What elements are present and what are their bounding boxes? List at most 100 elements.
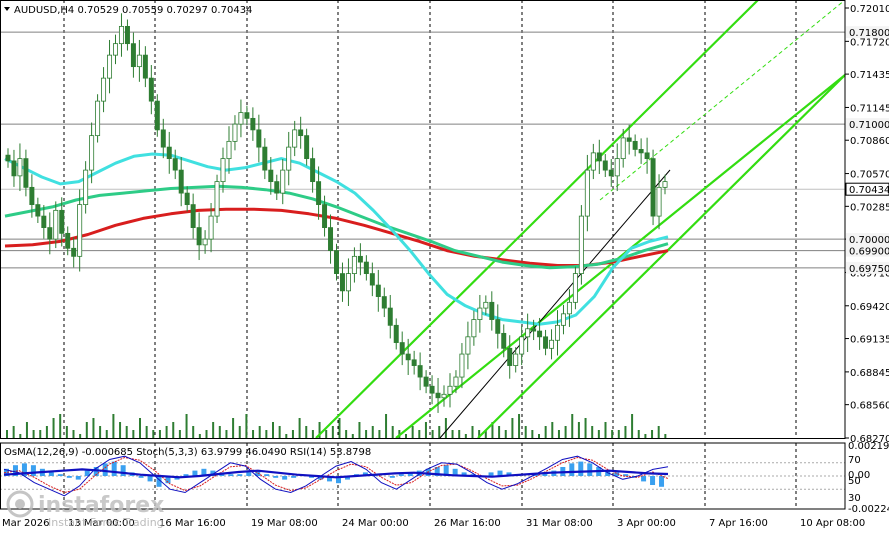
volume-bar	[339, 418, 341, 438]
candle-body	[12, 161, 16, 176]
volume-bar	[265, 430, 267, 438]
osma-bar	[228, 474, 233, 476]
volume-bar	[285, 434, 287, 438]
candle-body	[651, 159, 655, 216]
candle-body	[567, 302, 571, 313]
volume-bar	[624, 426, 626, 438]
watermark-tagline: Instant Forex Trading	[48, 516, 164, 529]
candle-body	[406, 354, 410, 360]
y-tick-label: 0.70285	[850, 202, 889, 213]
osma-bar	[650, 476, 655, 485]
candle-body	[627, 138, 631, 141]
volume-bar	[206, 430, 208, 438]
y-tick-label: 0.68845	[850, 368, 889, 379]
main-plot-frame	[1, 1, 846, 439]
volume-bar	[225, 430, 227, 438]
volume-bar	[445, 418, 447, 438]
candle-body	[352, 256, 356, 273]
volume-bar	[126, 426, 128, 438]
volume-bar	[19, 434, 21, 438]
channel-line	[478, 75, 845, 438]
candle-body	[591, 153, 595, 170]
volume-bar	[505, 430, 507, 438]
osma-bar	[76, 476, 81, 480]
osma-bar	[112, 462, 117, 476]
volume-bar	[664, 434, 666, 438]
candle-body	[370, 274, 374, 285]
volume-bar	[139, 418, 141, 438]
price-tag-label: 0.70434	[849, 185, 889, 196]
watermark-brand: instaforex	[38, 493, 164, 518]
candle-body	[84, 170, 88, 204]
volume-bar	[585, 418, 587, 438]
volume-bar	[73, 430, 75, 438]
volume-bar	[192, 426, 194, 438]
indicator-pane	[0, 456, 845, 496]
candle-body	[448, 386, 452, 394]
x-tick-label: 16 Mar 16:00	[159, 518, 226, 529]
channel-line	[396, 75, 845, 438]
candle-body	[430, 386, 434, 393]
candle-body	[484, 302, 488, 308]
candle-body	[113, 44, 117, 55]
candle-body	[269, 170, 273, 181]
y-tick-label: 0.71435	[850, 70, 889, 81]
indicator-y-label: 0.002195	[848, 441, 889, 452]
candle-body	[400, 343, 404, 354]
candle-body	[322, 205, 326, 228]
candle-body	[328, 228, 332, 251]
x-tick-label: 24 Mar 00:00	[342, 518, 409, 529]
collapse-triangle-icon[interactable]	[4, 7, 10, 11]
volume-bar	[332, 426, 334, 438]
candle-body	[496, 320, 500, 334]
indicator-y-label: 30	[848, 493, 861, 504]
y-tick-label: 0.68560	[850, 401, 889, 412]
candle-body	[215, 182, 219, 216]
volume-bar	[245, 414, 247, 438]
candle-body	[167, 147, 171, 158]
candle-body	[478, 308, 482, 319]
volume-bar	[458, 430, 460, 438]
volume-bar	[565, 426, 567, 438]
y-tick-label: 0.69420	[850, 302, 889, 313]
candle-body	[657, 187, 661, 216]
candle-body	[633, 141, 637, 149]
candle-body	[137, 55, 141, 66]
x-tick-label: 10 Apr 08:00	[800, 518, 865, 529]
candle-body	[549, 340, 553, 348]
candle-body	[125, 26, 129, 43]
symbol-header: AUDUSD,H4 0.70529 0.70559 0.70297 0.7043…	[14, 5, 252, 16]
candle-body	[442, 394, 446, 397]
candle-body	[143, 55, 147, 78]
candle-body	[78, 205, 82, 257]
candle-body	[185, 193, 189, 204]
volume-bar	[372, 426, 374, 438]
volume-bar	[551, 422, 553, 438]
volume-bar	[498, 426, 500, 438]
x-tick-label: Mar 2026	[2, 518, 50, 529]
volume-bar	[358, 422, 360, 438]
volume-bar	[605, 422, 607, 438]
volume-bar	[392, 426, 394, 438]
candle-body	[161, 130, 165, 147]
volume-bar	[26, 422, 28, 438]
volume-bar	[92, 418, 94, 438]
volume-bar	[166, 426, 168, 438]
osma-bar	[103, 463, 108, 476]
volume-bar	[365, 430, 367, 438]
candle-body	[18, 159, 22, 176]
volume-bar	[611, 430, 613, 438]
osma-bar	[569, 463, 574, 476]
candle-body	[609, 170, 613, 176]
volume-bar	[159, 430, 161, 438]
volume-bar	[146, 426, 148, 438]
candle-body	[155, 101, 159, 130]
candle-body	[311, 159, 315, 182]
osma-bar	[641, 476, 646, 481]
candle-body	[561, 314, 565, 325]
candle-body	[191, 205, 195, 228]
osma-bar	[264, 474, 269, 476]
osma-bar	[282, 476, 287, 480]
y-tick-label: 0.70570	[850, 170, 889, 181]
